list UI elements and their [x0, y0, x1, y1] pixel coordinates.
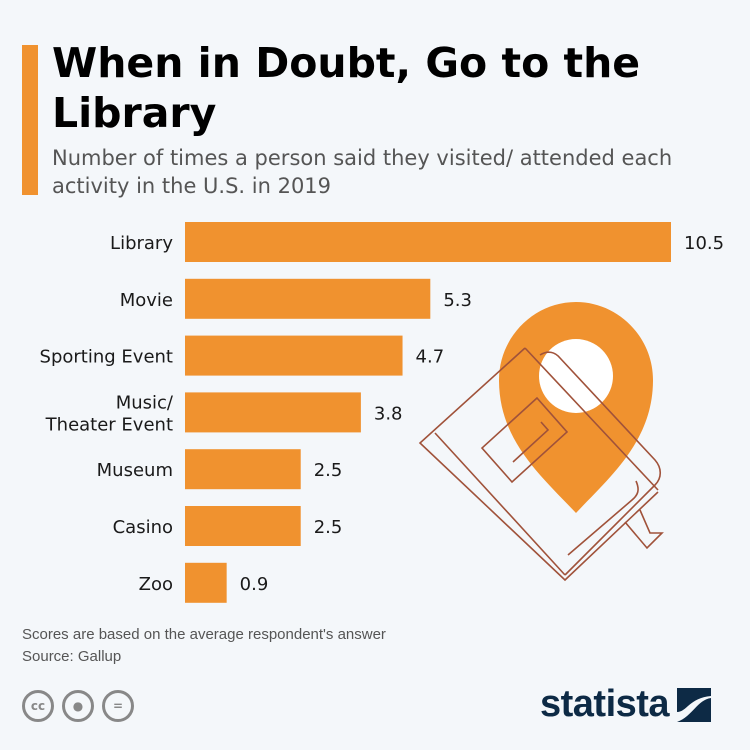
creative-commons-icon: cc	[22, 690, 54, 722]
source: Source: Gallup	[22, 648, 122, 665]
category-label: Zoo	[139, 574, 173, 595]
no-derivatives-icon: =	[102, 690, 134, 722]
category-label: Museum	[97, 460, 173, 481]
bar	[185, 335, 403, 376]
statista-mark-icon	[677, 687, 712, 722]
book-icon	[418, 347, 664, 582]
title-accent-bar	[22, 45, 38, 195]
category-label: Sporting Event	[40, 347, 173, 368]
category-label: Library	[110, 233, 173, 254]
category-label: Movie	[120, 290, 173, 311]
value-label: 5.3	[443, 290, 472, 311]
value-label: 4.7	[416, 347, 445, 368]
bar	[185, 449, 301, 490]
value-label: 2.5	[314, 460, 343, 481]
footnote: Scores are based on the average responde…	[22, 626, 386, 643]
attribution-icon: ●	[62, 690, 94, 722]
value-label: 0.9	[240, 574, 269, 595]
bar	[185, 392, 361, 433]
chart-subtitle: Number of times a person said they visit…	[52, 146, 673, 198]
category-label: Music/Theater Event	[45, 392, 174, 435]
brand-name: statista	[540, 683, 670, 725]
chart-title: When in Doubt, Go to the Library	[52, 39, 641, 137]
value-label: 10.5	[684, 233, 724, 254]
license-icons[interactable]: cc ● =	[22, 690, 134, 722]
bar	[185, 222, 671, 262]
value-label: 2.5	[314, 517, 343, 538]
bar	[185, 562, 227, 603]
statista-logo[interactable]: statista	[540, 683, 712, 726]
library-pin-illustration	[418, 302, 664, 582]
bar	[185, 506, 301, 546]
value-label: 3.8	[374, 403, 403, 424]
category-label: Casino	[113, 517, 173, 538]
footer-notes: Scores are based on the average responde…	[22, 624, 386, 668]
bar	[185, 278, 431, 319]
